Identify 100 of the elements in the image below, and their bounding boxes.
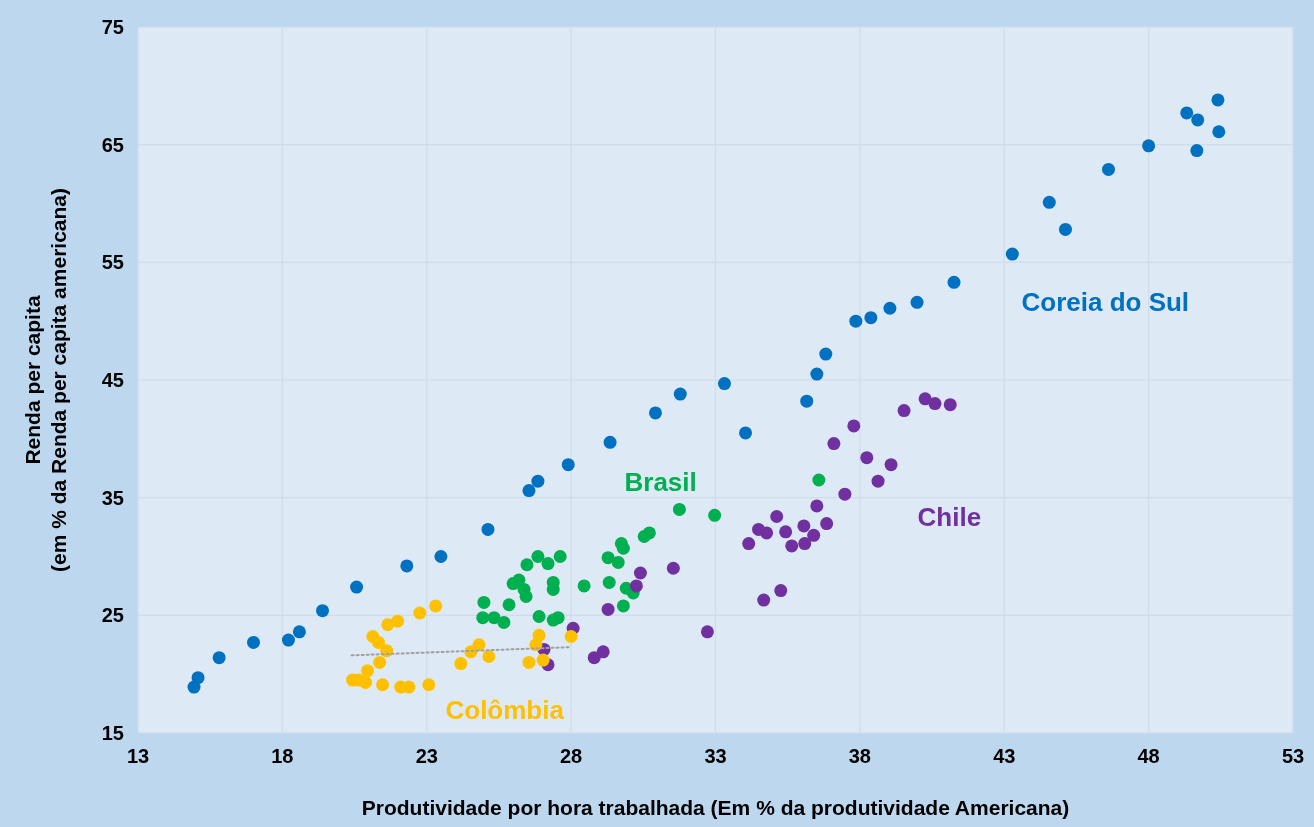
point [551, 611, 565, 625]
point [785, 539, 799, 553]
point [1190, 144, 1204, 158]
point [943, 398, 957, 412]
point [482, 650, 496, 664]
point [672, 502, 686, 516]
point [522, 484, 536, 498]
series-label: Chile [917, 501, 982, 532]
point [402, 680, 416, 694]
point [601, 551, 615, 565]
y-tick-label: 35 [101, 486, 124, 509]
point [1211, 93, 1225, 107]
point [1042, 195, 1056, 209]
point [361, 664, 375, 678]
point [372, 635, 386, 649]
point [717, 377, 731, 391]
point [434, 550, 448, 563]
point [481, 522, 495, 536]
point [810, 367, 824, 381]
point [807, 528, 821, 542]
point [316, 604, 330, 618]
point [616, 599, 630, 613]
point [611, 555, 625, 569]
y-tick-label: 65 [101, 133, 124, 156]
point [812, 473, 826, 487]
series-label: Colômbia [445, 694, 565, 725]
point [1101, 162, 1115, 176]
point [928, 397, 942, 411]
point [673, 387, 687, 401]
point [1005, 247, 1019, 261]
point [708, 508, 722, 522]
x-axis-title: Produtividade por hora trabalhada (Em % da produtividade Americana) [361, 796, 1070, 819]
point [847, 419, 861, 433]
point [561, 458, 575, 472]
point [429, 599, 443, 613]
x-tick-label: 53 [1281, 745, 1305, 767]
y-tick-label: 45 [101, 369, 124, 391]
point [477, 595, 491, 609]
point [602, 575, 616, 589]
point [642, 526, 656, 540]
point [531, 550, 545, 563]
y-tick-label: 15 [101, 722, 124, 744]
point [770, 509, 784, 523]
point [819, 347, 833, 361]
y-axis-title: Renda per capita (em % da Renda per capita americana) [21, 188, 70, 572]
point [757, 593, 771, 607]
point [520, 558, 534, 572]
point [413, 606, 427, 620]
point [739, 426, 753, 440]
point [797, 519, 811, 533]
point [603, 435, 617, 449]
point [487, 611, 501, 625]
point [1058, 222, 1072, 236]
point [774, 584, 788, 598]
point [422, 678, 436, 692]
x-tick-label: 38 [848, 745, 871, 767]
point [497, 615, 511, 629]
point [577, 579, 591, 593]
point [564, 630, 578, 644]
x-tick-label: 23 [415, 745, 438, 767]
series-label: Brasil [624, 467, 697, 498]
point [373, 655, 387, 669]
point [883, 301, 897, 315]
point [536, 653, 550, 667]
point [800, 394, 814, 408]
point [897, 404, 911, 418]
point [616, 541, 630, 555]
x-tick-label: 43 [993, 745, 1016, 767]
point [947, 275, 961, 289]
point [532, 610, 546, 624]
x-tick-label: 48 [1137, 745, 1160, 767]
point [779, 525, 793, 539]
point [760, 526, 774, 540]
point [381, 618, 395, 632]
point [350, 580, 364, 594]
point [1142, 139, 1156, 153]
point [700, 625, 714, 639]
point [666, 561, 680, 575]
point [798, 537, 812, 551]
point [849, 314, 863, 328]
y-tick-label: 55 [101, 251, 124, 274]
point [247, 635, 260, 649]
point [281, 633, 295, 647]
point [1212, 125, 1226, 139]
point [541, 557, 555, 571]
x-tick-label: 33 [704, 745, 727, 767]
series-label: Coreia do Sul [1021, 287, 1190, 318]
point [522, 655, 536, 669]
y-tick-label: 25 [101, 604, 124, 627]
point [587, 651, 601, 665]
point [476, 611, 490, 625]
point [519, 590, 533, 604]
point [1191, 113, 1205, 127]
point [827, 437, 841, 451]
x-tick-label: 18 [271, 745, 294, 767]
point [648, 406, 662, 420]
x-tick-label: 28 [560, 745, 583, 767]
point [596, 645, 610, 659]
y-tick-label: 75 [101, 16, 124, 38]
point [502, 598, 516, 612]
